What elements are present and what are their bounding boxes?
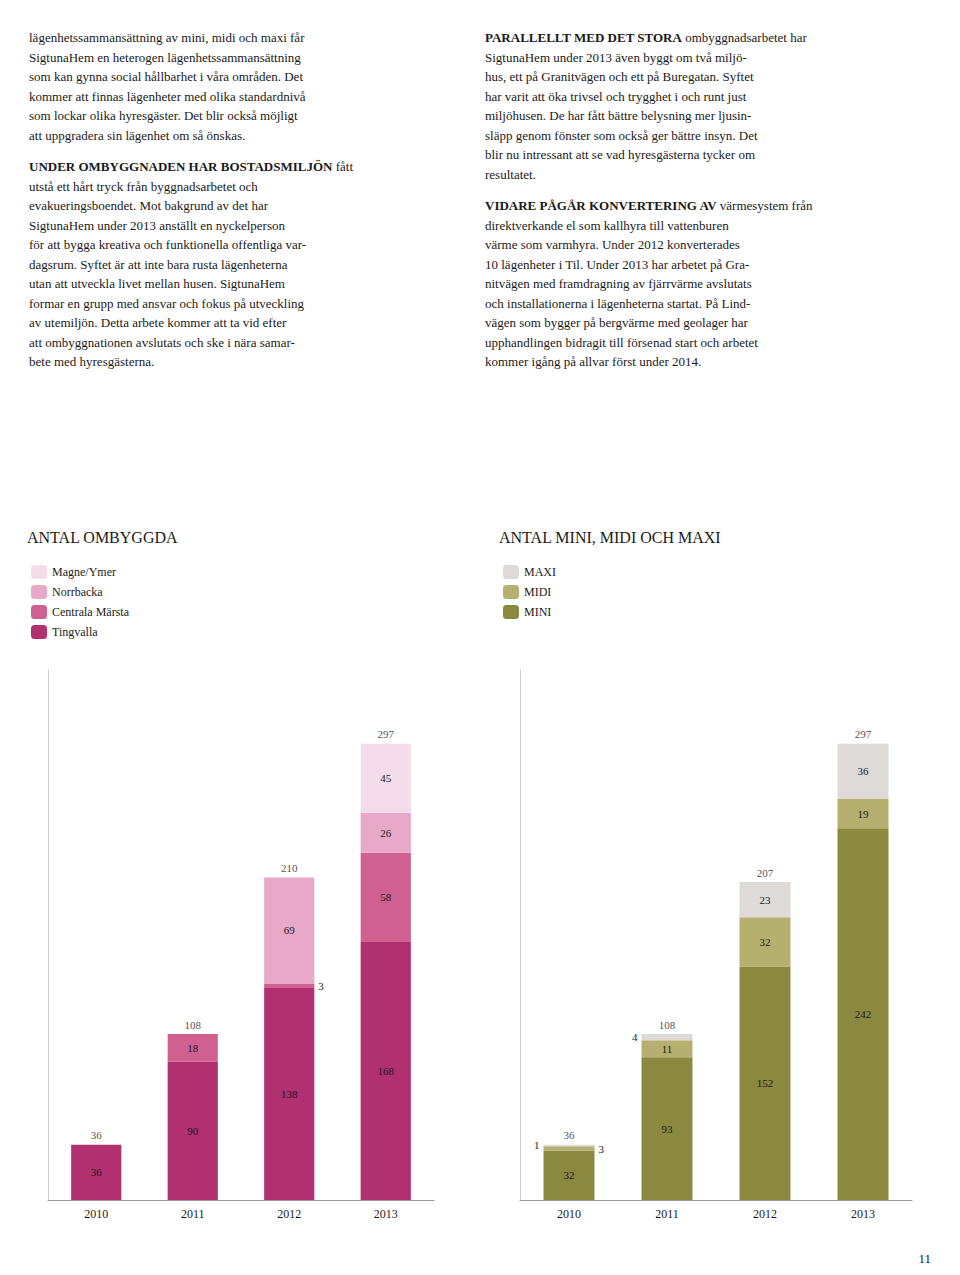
- svg-text:26: 26: [380, 827, 392, 839]
- html-text:släpp genom fönster som också: släpp genom fönster som också ger bättre…: [485, 127, 758, 143]
- html-text:utan att utveckla livet mellan: utan att utveckla livet mellan husen. Si…: [29, 276, 285, 291]
- html-text:upphandlingen bidragit till fö: upphandlingen bidragit till försenad sta…: [485, 334, 758, 350]
- html-text:bete med hyresgästerna.: bete med hyresgästerna.: [29, 354, 155, 369]
- svg-text:11: 11: [662, 1043, 673, 1055]
- html-text:miljöhusen. De har fått bättre: miljöhusen. De har fått bättre belysning…: [485, 108, 752, 123]
- svg-text:2013: 2013: [374, 1207, 398, 1221]
- svg-text:Centrala Märsta: Centrala Märsta: [52, 605, 130, 619]
- svg-text:36: 36: [858, 765, 870, 777]
- svg-text:3: 3: [598, 1143, 604, 1155]
- html-text:resultatet.: resultatet.: [485, 166, 536, 182]
- html-text:formar en grupp med ansvar och: formar en grupp med ansvar och fokus på …: [29, 295, 305, 311]
- html-text:utstå ett hårt tryck från bygg: utstå ett hårt tryck från byggnadsarbete…: [29, 178, 258, 194]
- svg-text:32: 32: [564, 1169, 575, 1181]
- svg-text:207: 207: [757, 867, 774, 879]
- svg-text:242: 242: [855, 1008, 872, 1020]
- html-text:blir nu intressant att se vad: blir nu intressant att se vad hyresgäste…: [485, 147, 755, 162]
- svg-text:2013: 2013: [851, 1207, 875, 1221]
- svg-text:MIDI: MIDI: [524, 585, 551, 599]
- svg-text:45: 45: [380, 772, 392, 784]
- svg-text:4: 4: [632, 1031, 638, 1043]
- svg-text:93: 93: [662, 1123, 674, 1135]
- html-text:för att bygga kreativa och fun: för att bygga kreativa och funktionella …: [29, 237, 307, 252]
- html-text:värme som varmhyra. Under 2012: värme som varmhyra. Under 2012 konverter…: [485, 237, 740, 252]
- svg-text:36: 36: [91, 1129, 103, 1141]
- html-text:och installationerna i lägenhe: och installationerna i lägenheterna star…: [485, 295, 751, 311]
- html-text:kommer att finnas lägenheter m: kommer att finnas lägenheter med olika s…: [29, 88, 306, 104]
- html-text:hus, ett på Granitvägen och et: hus, ett på Granitvägen och ett på Bureg…: [485, 69, 754, 84]
- svg-text:19: 19: [858, 808, 870, 820]
- html-text:10 lägenheter i Til. Under 201: 10 lägenheter i Til. Under 2013 har arbe…: [485, 256, 750, 272]
- svg-text:2010: 2010: [557, 1207, 581, 1221]
- svg-text:36: 36: [91, 1166, 103, 1178]
- html-text:SigtunaHem under 2013 anställt: SigtunaHem under 2013 anställt en nyckel…: [29, 217, 285, 233]
- svg-text:36: 36: [564, 1129, 576, 1141]
- svg-text:32: 32: [760, 936, 771, 948]
- html-text:lägenhetssammansättning av min: lägenhetssammansättning av mini, midi oc…: [29, 30, 305, 45]
- svg-text:2011: 2011: [655, 1207, 679, 1221]
- html-text:UNDER OMBYGGNADEN HAR BOSTADSM: UNDER OMBYGGNADEN HAR BOSTADSMILJÖN fått: [29, 159, 354, 174]
- html-text:SigtunaHem under 2013 även byg: SigtunaHem under 2013 även byggt om två …: [485, 49, 747, 65]
- html-text:att ombyggnationen avslutats o: att ombyggnationen avslutats och ske i n…: [29, 334, 295, 350]
- svg-text:108: 108: [659, 1019, 676, 1031]
- svg-text:ANTAL MINI, MIDI OCH MAXI: ANTAL MINI, MIDI OCH MAXI: [499, 529, 721, 546]
- svg-text:23: 23: [760, 894, 772, 906]
- svg-text:3: 3: [318, 980, 324, 992]
- html-text:nitvägen med framdragning av f: nitvägen med framdragning av fjärrvärme …: [485, 276, 752, 291]
- svg-text:210: 210: [281, 862, 298, 874]
- svg-text:2012: 2012: [277, 1207, 301, 1221]
- svg-text:18: 18: [187, 1042, 199, 1054]
- html-text:vägen som bygger på bergvärme: vägen som bygger på bergvärme med geolag…: [485, 315, 748, 330]
- svg-text:MAXI: MAXI: [524, 565, 556, 579]
- html-text:har varit att öka trivsel och: har varit att öka trivsel och trygghet i…: [485, 88, 747, 104]
- svg-text:Tingvalla: Tingvalla: [52, 625, 98, 639]
- svg-text:152: 152: [757, 1077, 774, 1089]
- svg-text:2011: 2011: [181, 1207, 205, 1221]
- html-text:som kan gynna social hållbarhe: som kan gynna social hållbarhet i våra o…: [29, 69, 303, 84]
- svg-text:297: 297: [378, 728, 395, 740]
- svg-text:Norrbacka: Norrbacka: [52, 585, 103, 599]
- svg-text:58: 58: [380, 891, 392, 903]
- html-text:evakueringsboendet. Mot bakgru: evakueringsboendet. Mot bakgrund av det …: [29, 198, 268, 213]
- svg-text:ANTAL OMBYGGDA: ANTAL OMBYGGDA: [27, 529, 178, 546]
- svg-text:90: 90: [187, 1125, 199, 1137]
- svg-text:168: 168: [378, 1065, 395, 1077]
- html-text:av utemiljön. Detta arbete kom: av utemiljön. Detta arbete kommer att ta…: [29, 315, 287, 330]
- svg-text:1: 1: [534, 1139, 540, 1151]
- svg-text:297: 297: [855, 728, 872, 740]
- svg-text:2010: 2010: [84, 1207, 108, 1221]
- svg-text:69: 69: [284, 924, 296, 936]
- html-text:dagsrum. Syftet är att inte ba: dagsrum. Syftet är att inte bara rusta l…: [29, 256, 288, 272]
- html-text:SigtunaHem en heterogen lägenh: SigtunaHem en heterogen lägenhetssammans…: [29, 49, 301, 65]
- html-text:11: 11: [918, 1251, 931, 1266]
- svg-text:MINI: MINI: [524, 605, 551, 619]
- html-text:PARALLELLT MED DET STORA ombyg: PARALLELLT MED DET STORA ombyggnadsarbet…: [485, 30, 807, 45]
- svg-text:Magne/Ymer: Magne/Ymer: [52, 565, 116, 579]
- html-text:som lockar olika hyresgäster.: som lockar olika hyresgäster. Det blir o…: [29, 108, 298, 123]
- html-text:VIDARE PÅGÅR KONVERTERING AV v: VIDARE PÅGÅR KONVERTERING AV värmesystem…: [485, 198, 813, 213]
- html-text:att uppgradera sin lägenhet om: att uppgradera sin lägenhet om så önskas…: [29, 127, 246, 143]
- svg-text:2012: 2012: [753, 1207, 777, 1221]
- html-text:direktverkande el som kallhyra: direktverkande el som kallhyra till vatt…: [485, 217, 729, 233]
- svg-text:108: 108: [185, 1019, 202, 1031]
- svg-text:138: 138: [281, 1088, 298, 1100]
- html-text:kommer igång på allvar först u: kommer igång på allvar först under 2014.: [485, 354, 702, 369]
